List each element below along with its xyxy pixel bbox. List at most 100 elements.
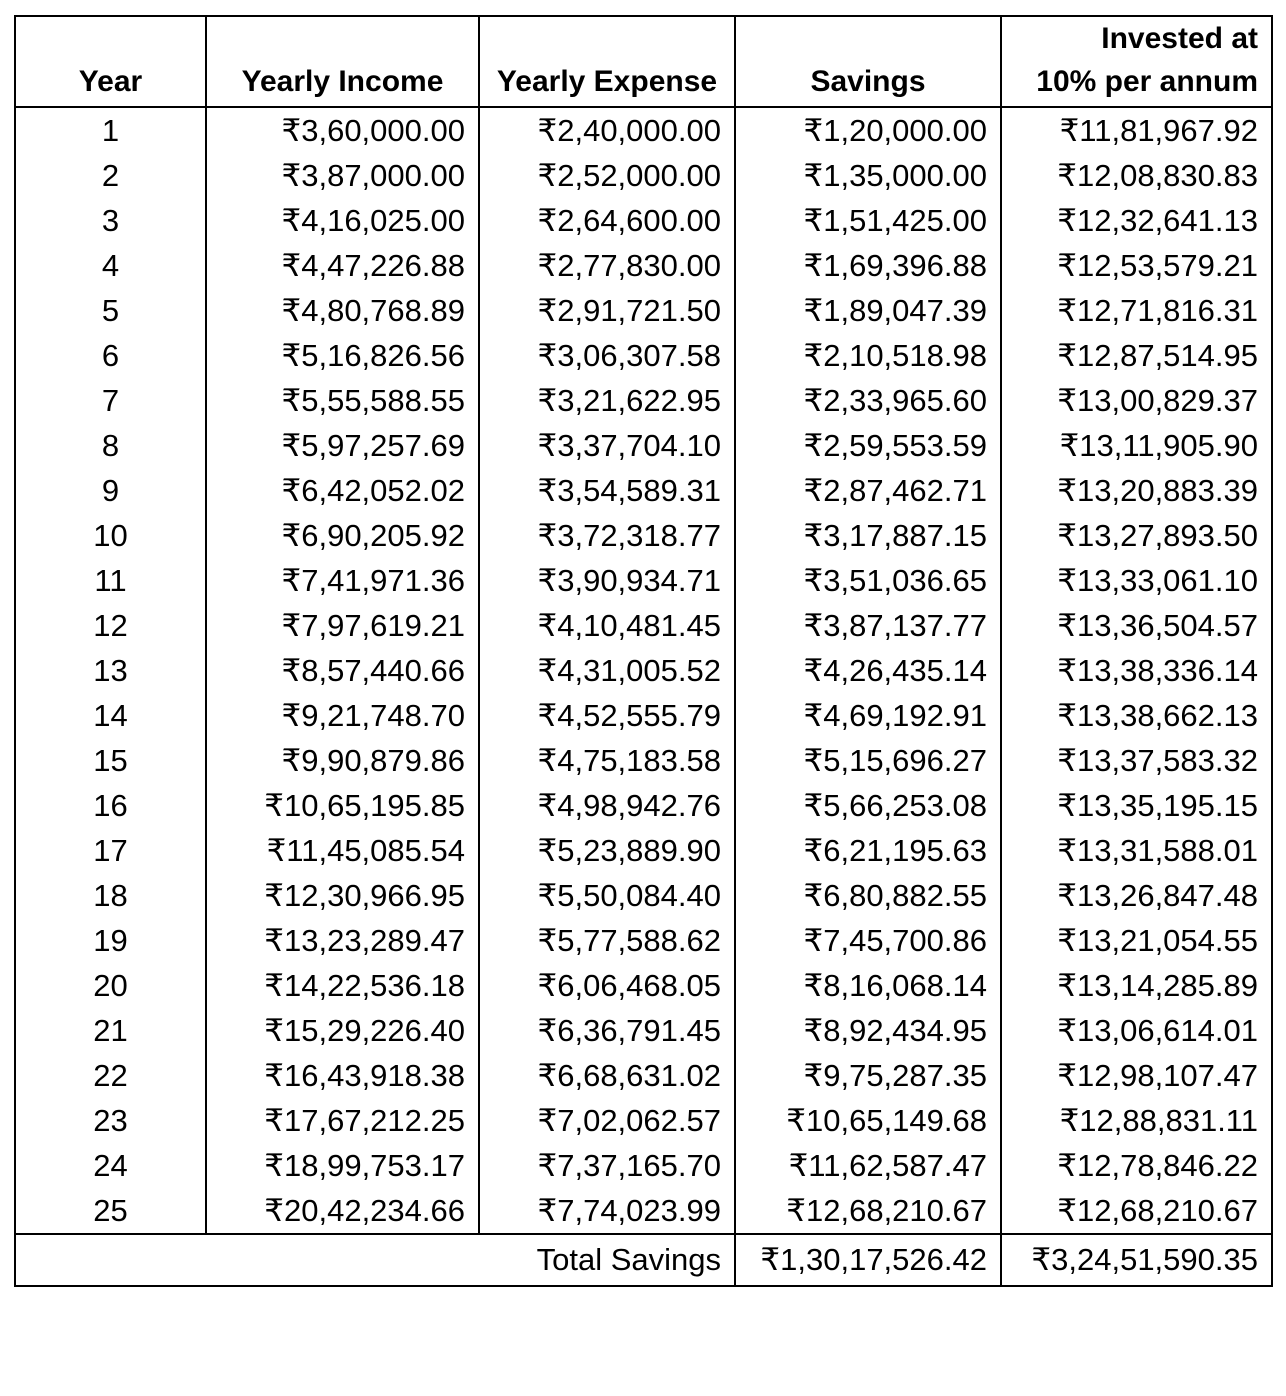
cell-year: 25: [14, 1188, 207, 1235]
cell-yearly-income: ₹17,67,212.25: [205, 1098, 480, 1143]
cell-yearly-income: ₹11,45,085.54: [205, 828, 480, 873]
cell-yearly-expense: ₹7,37,165.70: [478, 1143, 736, 1188]
cell-year: 21: [14, 1008, 207, 1053]
cell-yearly-income: ₹15,29,226.40: [205, 1008, 480, 1053]
cell-invested: ₹12,68,210.67: [1000, 1188, 1273, 1235]
cell-invested: ₹13,27,893.50: [1000, 513, 1273, 558]
cell-savings: ₹8,92,434.95: [734, 1008, 1002, 1053]
header-row: Year Yearly Income Yearly Expense Saving…: [14, 15, 1273, 108]
table-row: 20 ₹14,22,536.18 ₹6,06,468.05 ₹8,16,068.14 ₹…: [14, 963, 1273, 1008]
cell-invested: ₹13,21,054.55: [1000, 918, 1273, 963]
table-row: 21 ₹15,29,226.40 ₹6,36,791.45 ₹8,92,434.95 ₹…: [14, 1008, 1273, 1053]
cell-invested: ₹13,33,061.10: [1000, 558, 1273, 603]
cell-yearly-income: ₹5,16,826.56: [205, 333, 480, 378]
cell-savings: ₹9,75,287.35: [734, 1053, 1002, 1098]
cell-invested: ₹13,14,285.89: [1000, 963, 1273, 1008]
cell-invested: ₹13,00,829.37: [1000, 378, 1273, 423]
cell-year: 8: [14, 423, 207, 468]
cell-yearly-income: ₹16,43,918.38: [205, 1053, 480, 1098]
cell-year: 12: [14, 603, 207, 648]
table-row: 25 ₹20,42,234.66 ₹7,74,023.99 ₹12,68,210.67…: [14, 1188, 1273, 1235]
table-row: 15 ₹9,90,879.86 ₹4,75,183.58 ₹5,15,696.27 ₹1…: [14, 738, 1273, 783]
cell-yearly-income: ₹18,99,753.17: [205, 1143, 480, 1188]
cell-savings: ₹2,10,518.98: [734, 333, 1002, 378]
table-row: 9 ₹6,42,052.02 ₹3,54,589.31 ₹2,87,462.71 ₹13…: [14, 468, 1273, 513]
savings-table: Year Yearly Income Yearly Expense Saving…: [14, 15, 1273, 1287]
cell-yearly-income: ₹5,97,257.69: [205, 423, 480, 468]
total-savings-value: ₹1,30,17,526.42: [734, 1233, 1002, 1287]
cell-invested: ₹12,32,641.13: [1000, 198, 1273, 243]
cell-yearly-income: ₹13,23,289.47: [205, 918, 480, 963]
table-row: 12 ₹7,97,619.21 ₹4,10,481.45 ₹3,87,137.77 ₹1…: [14, 603, 1273, 648]
cell-yearly-income: ₹3,87,000.00: [205, 153, 480, 198]
cell-savings: ₹4,69,192.91: [734, 693, 1002, 738]
table-row: 16 ₹10,65,195.85 ₹4,98,942.76 ₹5,66,253.08 ₹…: [14, 783, 1273, 828]
table-row: 23 ₹17,67,212.25 ₹7,02,062.57 ₹10,65,149.68…: [14, 1098, 1273, 1143]
header-yearly-income: Yearly Income: [205, 15, 480, 108]
cell-savings: ₹1,51,425.00: [734, 198, 1002, 243]
cell-yearly-income: ₹7,97,619.21: [205, 603, 480, 648]
cell-savings: ₹3,17,887.15: [734, 513, 1002, 558]
table-row: 17 ₹11,45,085.54 ₹5,23,889.90 ₹6,21,195.63 ₹…: [14, 828, 1273, 873]
cell-invested: ₹12,87,514.95: [1000, 333, 1273, 378]
header-invested: Invested at 10% per annum: [1000, 15, 1273, 108]
table-row: 4 ₹4,47,226.88 ₹2,77,830.00 ₹1,69,396.88 ₹12…: [14, 243, 1273, 288]
cell-yearly-expense: ₹5,23,889.90: [478, 828, 736, 873]
table-row: 13 ₹8,57,440.66 ₹4,31,005.52 ₹4,26,435.14 ₹1…: [14, 648, 1273, 693]
cell-invested: ₹12,98,107.47: [1000, 1053, 1273, 1098]
cell-yearly-expense: ₹5,77,588.62: [478, 918, 736, 963]
cell-yearly-income: ₹6,42,052.02: [205, 468, 480, 513]
cell-invested: ₹13,31,588.01: [1000, 828, 1273, 873]
header-year: Year: [14, 15, 207, 108]
cell-year: 18: [14, 873, 207, 918]
cell-yearly-expense: ₹7,74,023.99: [478, 1188, 736, 1235]
cell-invested: ₹12,88,831.11: [1000, 1098, 1273, 1143]
table-row: 6 ₹5,16,826.56 ₹3,06,307.58 ₹2,10,518.98 ₹12…: [14, 333, 1273, 378]
table-row: 3 ₹4,16,025.00 ₹2,64,600.00 ₹1,51,425.00 ₹12…: [14, 198, 1273, 243]
cell-yearly-expense: ₹6,36,791.45: [478, 1008, 736, 1053]
cell-year: 17: [14, 828, 207, 873]
cell-yearly-income: ₹20,42,234.66: [205, 1188, 480, 1235]
cell-year: 1: [14, 106, 207, 153]
cell-savings: ₹8,16,068.14: [734, 963, 1002, 1008]
table-row: 14 ₹9,21,748.70 ₹4,52,555.79 ₹4,69,192.91 ₹1…: [14, 693, 1273, 738]
cell-year: 7: [14, 378, 207, 423]
cell-yearly-income: ₹5,55,588.55: [205, 378, 480, 423]
cell-invested: ₹13,06,614.01: [1000, 1008, 1273, 1053]
table-row: 1 ₹3,60,000.00 ₹2,40,000.00 ₹1,20,000.00 ₹11…: [14, 106, 1273, 153]
cell-savings: ₹11,62,587.47: [734, 1143, 1002, 1188]
cell-yearly-income: ₹3,60,000.00: [205, 106, 480, 153]
cell-invested: ₹13,38,662.13: [1000, 693, 1273, 738]
table-row: 10 ₹6,90,205.92 ₹3,72,318.77 ₹3,17,887.15 ₹1…: [14, 513, 1273, 558]
cell-savings: ₹1,20,000.00: [734, 106, 1002, 153]
total-row: Total Savings ₹1,30,17,526.42 ₹3,24,51,590…: [14, 1233, 1273, 1287]
cell-invested: ₹13,35,195.15: [1000, 783, 1273, 828]
cell-yearly-expense: ₹3,37,704.10: [478, 423, 736, 468]
cell-year: 14: [14, 693, 207, 738]
cell-invested: ₹13,11,905.90: [1000, 423, 1273, 468]
cell-year: 13: [14, 648, 207, 693]
cell-yearly-expense: ₹3,21,622.95: [478, 378, 736, 423]
cell-invested: ₹13,20,883.39: [1000, 468, 1273, 513]
cell-yearly-income: ₹7,41,971.36: [205, 558, 480, 603]
table-row: 8 ₹5,97,257.69 ₹3,37,704.10 ₹2,59,553.59 ₹13…: [14, 423, 1273, 468]
cell-year: 6: [14, 333, 207, 378]
cell-yearly-income: ₹4,80,768.89: [205, 288, 480, 333]
cell-yearly-expense: ₹4,75,183.58: [478, 738, 736, 783]
cell-invested: ₹12,08,830.83: [1000, 153, 1273, 198]
cell-yearly-expense: ₹3,54,589.31: [478, 468, 736, 513]
cell-invested: ₹12,71,816.31: [1000, 288, 1273, 333]
cell-year: 24: [14, 1143, 207, 1188]
table-row: 2 ₹3,87,000.00 ₹2,52,000.00 ₹1,35,000.00 ₹12…: [14, 153, 1273, 198]
cell-year: 11: [14, 558, 207, 603]
table-row: 19 ₹13,23,289.47 ₹5,77,588.62 ₹7,45,700.86 ₹…: [14, 918, 1273, 963]
cell-savings: ₹4,26,435.14: [734, 648, 1002, 693]
cell-savings: ₹7,45,700.86: [734, 918, 1002, 963]
cell-yearly-expense: ₹3,72,318.77: [478, 513, 736, 558]
cell-invested: ₹12,78,846.22: [1000, 1143, 1273, 1188]
cell-invested: ₹13,37,583.32: [1000, 738, 1273, 783]
cell-year: 16: [14, 783, 207, 828]
table-row: 11 ₹7,41,971.36 ₹3,90,934.71 ₹3,51,036.65 ₹1…: [14, 558, 1273, 603]
cell-savings: ₹2,87,462.71: [734, 468, 1002, 513]
cell-year: 20: [14, 963, 207, 1008]
